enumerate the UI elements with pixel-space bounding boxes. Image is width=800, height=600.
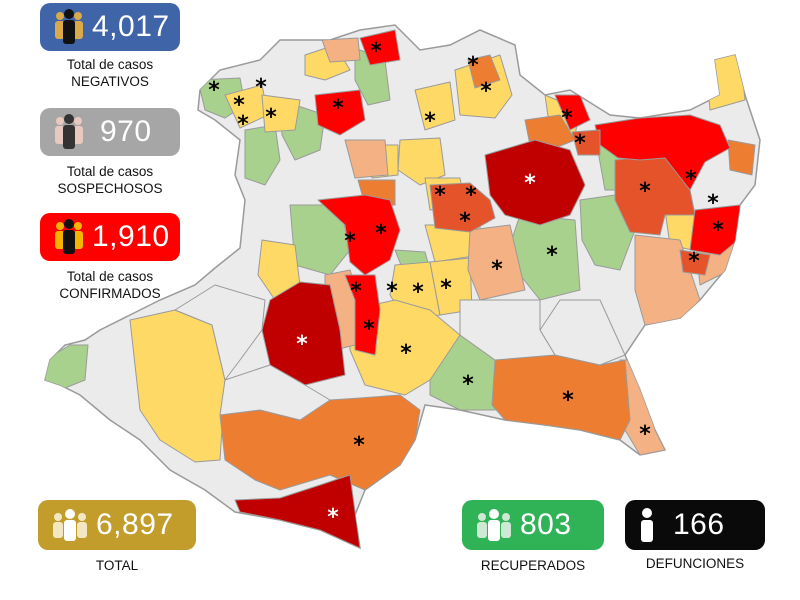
municipio-rojo: [344, 274, 381, 356]
marker-asterisk: *: [255, 75, 267, 100]
municipio-naranja-claro: [344, 139, 389, 179]
recuperados-caption: RECUPERADOS: [480, 558, 586, 573]
municipio-naranja: [679, 249, 711, 276]
municipio-amarillo: [414, 81, 456, 131]
person-icon: [637, 507, 657, 543]
defunciones-badge: 166: [625, 500, 765, 550]
municipio-naranja: [524, 114, 576, 149]
municipio-rojo: [571, 129, 601, 156]
marker-asterisk: *: [459, 209, 471, 234]
marker-asterisk: *: [562, 388, 574, 413]
sospechosos-caption: Total de casos SOSPECHOSOS: [57, 164, 163, 196]
marker-asterisk: *: [424, 109, 436, 134]
marker-asterisk: *: [237, 112, 249, 137]
marker-asterisk: *: [350, 279, 362, 304]
municipio-sin-casos: [219, 364, 331, 421]
marker-asterisk: *: [327, 505, 339, 530]
marker-asterisk: *: [386, 279, 398, 304]
total-caption: TOTAL: [95, 558, 139, 573]
marker-asterisk: *: [434, 183, 446, 208]
municipio-naranja: [467, 54, 501, 89]
group-icon: [50, 507, 90, 543]
marker-asterisk: *: [467, 53, 479, 78]
marker-asterisk: *: [375, 221, 387, 246]
municipio-naranja: [429, 182, 496, 233]
marker-asterisk: *: [462, 372, 474, 397]
negativos-caption: Total de casos NEGATIVOS: [66, 57, 154, 89]
municipio-amarillo: [454, 54, 513, 119]
marker-asterisk: *: [688, 249, 700, 274]
marker-asterisk: *: [208, 78, 220, 103]
defunciones-caption: DEFUNCIONES: [645, 556, 745, 571]
marker-asterisk: *: [363, 317, 375, 342]
municipio-rojo-oscuro: [261, 281, 346, 386]
marker-asterisk: *: [639, 422, 651, 447]
marker-asterisk: *: [685, 167, 697, 192]
negativos-value: 4,017: [92, 10, 170, 43]
recuperados-badge: 803: [462, 500, 604, 550]
marker-asterisk: *: [233, 93, 245, 118]
confirmados-badge: 1,910: [40, 213, 180, 261]
municipio-rojo: [689, 204, 741, 256]
municipio-rojo-oscuro: [234, 474, 361, 548]
municipio-rojo: [317, 194, 401, 276]
marker-asterisk: *: [712, 218, 724, 243]
marker-asterisk: *: [574, 131, 586, 156]
municipio-naranja: [491, 354, 631, 441]
municipio-sin-casos: [174, 284, 266, 381]
recuperados-value: 803: [520, 508, 572, 541]
sospechosos-badge: 970: [40, 108, 180, 156]
total-badge: 6,897: [38, 500, 196, 550]
marker-asterisk: *: [639, 179, 651, 204]
municipio-amarillo: [261, 94, 301, 133]
marker-asterisk: *: [491, 257, 503, 282]
marker-asterisk: *: [353, 433, 365, 458]
sospechosos-value: 970: [100, 115, 152, 148]
marker-asterisk: *: [265, 105, 277, 130]
marker-asterisk: *: [400, 341, 412, 366]
marker-asterisk: *: [524, 171, 536, 196]
municipio-naranja-claro: [321, 37, 361, 63]
municipio-rojo: [554, 94, 591, 131]
marker-asterisk: *: [296, 332, 308, 357]
confirmados-value: 1,910: [92, 220, 170, 253]
municipio-amarillo: [704, 54, 746, 111]
marker-asterisk: *: [546, 243, 558, 268]
municipio-verde: [45, 344, 89, 391]
municipio-rojo-oscuro: [484, 139, 586, 226]
municipio-naranja: [727, 139, 756, 176]
confirmados-caption: Total de casos CONFIRMADOS: [59, 269, 161, 301]
people-icon: [52, 219, 86, 255]
marker-asterisk: *: [440, 276, 452, 301]
group-icon: [474, 507, 514, 543]
people-icon: [52, 9, 86, 45]
municipio-naranja-claro: [467, 224, 526, 301]
marker-asterisk: *: [465, 183, 477, 208]
municipio-sin-casos: [459, 299, 556, 361]
municipio-rojo: [359, 29, 401, 66]
marker-asterisk: *: [561, 106, 573, 131]
marker-asterisk: *: [480, 79, 492, 104]
negativos-badge: 4,017: [40, 3, 180, 51]
defunciones-value: 166: [673, 508, 725, 541]
municipio-rojo: [314, 89, 366, 136]
municipio-rojo: [594, 114, 731, 191]
marker-asterisk: *: [344, 229, 356, 254]
marker-asterisk: *: [370, 39, 382, 64]
people-icon: [52, 114, 86, 150]
marker-asterisk: *: [332, 96, 344, 121]
marker-asterisk: *: [707, 191, 719, 216]
total-value: 6,897: [96, 508, 174, 541]
marker-asterisk: *: [412, 280, 424, 305]
